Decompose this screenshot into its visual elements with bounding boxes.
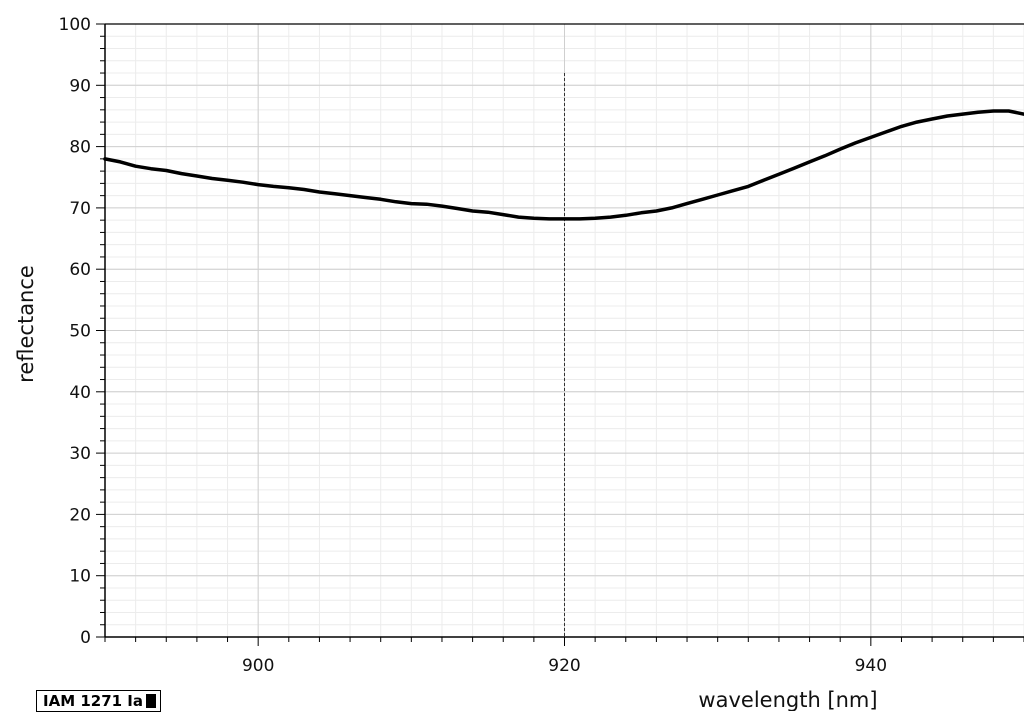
y-tick-label: 10 [69,567,91,587]
y-tick-label: 0 [80,628,91,648]
legend-label: IAM 1271 Ia [43,692,144,710]
x-axis-title: wavelength [nm] [698,688,877,711]
x-tick-label: 920 [548,656,580,676]
y-tick-label: 30 [69,444,91,464]
x-tick-label: 940 [855,656,887,676]
tick-labels: 0 10 20 30 40 50 60 70 80 90 100 900 920 940 [59,15,888,676]
y-tick-label: 60 [69,260,91,280]
series-layer [103,73,1024,637]
x-tick-label: 900 [242,656,274,676]
y-tick-label: 40 [69,383,91,403]
series-line [103,109,1024,221]
axes [96,23,1024,646]
legend: IAM 1271 Ia [36,690,162,712]
y-tick-label: 50 [69,322,91,342]
y-tick-label: 100 [59,15,91,35]
legend-swatch [146,694,157,708]
y-tick-label: 20 [69,505,91,525]
y-tick-label: 80 [69,138,91,158]
y-tick-label: 70 [69,199,91,219]
y-tick-label: 90 [69,76,91,96]
y-axis-title: reflectance [14,265,38,383]
